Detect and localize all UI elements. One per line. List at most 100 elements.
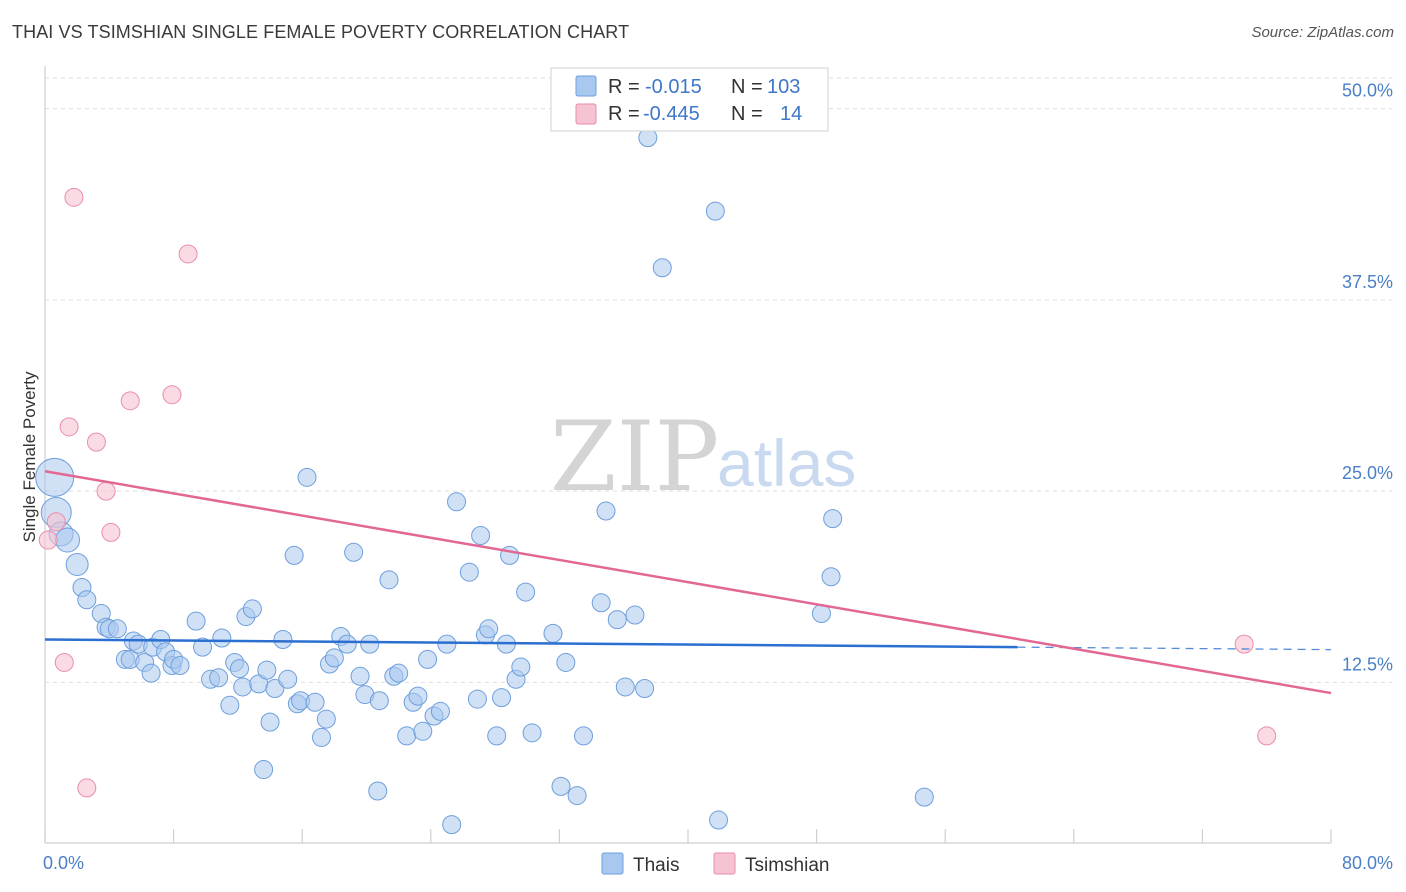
data-point-tsimshian <box>77 778 97 798</box>
y-tick-label: 12.5% <box>1342 654 1393 674</box>
data-point-tsimshian <box>54 652 74 672</box>
data-point-thais <box>652 258 672 278</box>
data-point-thais <box>447 492 467 512</box>
data-point-thais <box>209 668 229 688</box>
data-point-thais <box>591 593 611 613</box>
data-point-thais <box>230 659 250 679</box>
data-point-thais <box>344 542 364 562</box>
data-point-thais <box>324 648 344 668</box>
y-tick-labels: 12.5% 25.0% 37.5% 50.0% <box>1342 81 1393 675</box>
data-point-tsimshian <box>46 512 66 532</box>
watermark-zip: ZIP <box>550 401 719 513</box>
series-tsimshian <box>38 187 1277 798</box>
data-point-thais <box>389 663 409 683</box>
data-point-thais <box>260 712 280 732</box>
y-tick-label: 50.0% <box>1342 81 1393 101</box>
x-tick-labels: 0.0% 80.0% <box>43 853 1393 873</box>
data-point-thais <box>823 509 843 529</box>
data-point-thais <box>305 692 325 712</box>
data-point-thais <box>511 657 531 677</box>
data-point-thais <box>369 691 389 711</box>
legend-n-label-tsimshian: N = <box>731 103 763 125</box>
data-point-thais <box>635 678 655 698</box>
data-point-thais <box>437 634 457 654</box>
legend-n-value-tsimshian: 14 <box>780 103 802 125</box>
data-point-thais <box>397 726 417 746</box>
data-point-thais <box>418 649 438 669</box>
watermark-atlas: atlas <box>717 426 856 500</box>
data-point-thais <box>55 527 81 553</box>
data-point-thais <box>316 709 336 729</box>
data-point-tsimshian <box>59 417 79 437</box>
legend-r-value-tsimshian: -0.445 <box>643 103 700 125</box>
data-point-thais <box>625 605 645 625</box>
data-point-thais <box>522 723 542 743</box>
x-tick-label-min: 0.0% <box>43 853 84 873</box>
data-point-thais <box>350 666 370 686</box>
data-point-thais <box>141 663 161 683</box>
y-tick-label: 37.5% <box>1342 272 1393 292</box>
data-point-thais <box>574 726 594 746</box>
chart-title: THAI VS TSIMSHIAN SINGLE FEMALE POVERTY … <box>12 22 630 42</box>
legend-bottom-swatch-tsimshian <box>713 852 736 875</box>
data-point-thais <box>220 695 240 715</box>
data-point-thais <box>265 678 285 698</box>
watermark: ZIP atlas <box>550 401 856 513</box>
legend-r-value-thais: -0.015 <box>645 76 702 98</box>
legend-swatch-tsimshian <box>575 103 597 125</box>
data-point-thais <box>170 656 190 676</box>
data-point-thais <box>360 634 380 654</box>
data-point-thais <box>35 457 75 497</box>
legend-top: R = -0.015 N = 103 R = -0.445 N = 14 <box>550 67 829 132</box>
data-point-thais <box>430 701 450 721</box>
legend-bottom: Thais Tsimshian <box>601 852 829 876</box>
data-point-thais <box>107 619 127 639</box>
legend-r-label-tsimshian: R = <box>608 103 640 125</box>
data-point-thais <box>471 525 491 545</box>
data-point-thais <box>273 630 293 650</box>
data-point-thais <box>551 776 571 796</box>
data-point-thais <box>379 570 399 590</box>
data-point-thais <box>516 582 536 602</box>
data-point-thais <box>254 760 274 780</box>
data-point-thais <box>487 726 507 746</box>
data-point-thais <box>297 467 317 487</box>
data-point-tsimshian <box>96 481 116 501</box>
data-point-thais <box>284 545 304 565</box>
data-point-tsimshian <box>101 522 121 542</box>
data-point-thais <box>413 721 433 741</box>
grid <box>45 77 1392 683</box>
data-point-tsimshian <box>86 432 106 452</box>
data-point-thais <box>186 611 206 631</box>
data-point-thais <box>337 634 357 654</box>
data-point-thais <box>278 669 298 689</box>
data-point-thais <box>408 686 428 706</box>
data-point-thais <box>543 623 563 643</box>
legend-box <box>550 67 829 132</box>
data-point-thais <box>212 628 232 648</box>
data-point-thais <box>705 201 725 221</box>
data-point-thais <box>242 599 262 619</box>
legend-swatch-thais <box>575 75 597 97</box>
data-point-thais <box>821 567 841 587</box>
data-point-thais <box>257 660 277 680</box>
data-point-tsimshian <box>120 391 140 411</box>
data-point-thais <box>442 815 462 835</box>
legend-n-value-thais: 103 <box>767 76 800 98</box>
trend-lines <box>44 469 1332 695</box>
data-point-tsimshian <box>1234 634 1254 654</box>
data-point-thais <box>914 787 934 807</box>
data-point-thais <box>233 677 253 697</box>
data-point-thais <box>368 781 388 801</box>
data-point-tsimshian <box>178 244 198 264</box>
data-point-thais <box>709 810 729 830</box>
data-point-thais <box>479 619 499 639</box>
legend-bottom-label-thais: Thais <box>633 855 679 876</box>
data-point-thais <box>615 677 635 697</box>
data-point-thais <box>311 727 331 747</box>
legend-bottom-label-tsimshian: Tsimshian <box>745 855 829 876</box>
data-point-thais <box>567 786 587 806</box>
data-point-thais <box>467 689 487 709</box>
trend-line-thais <box>44 638 1018 649</box>
